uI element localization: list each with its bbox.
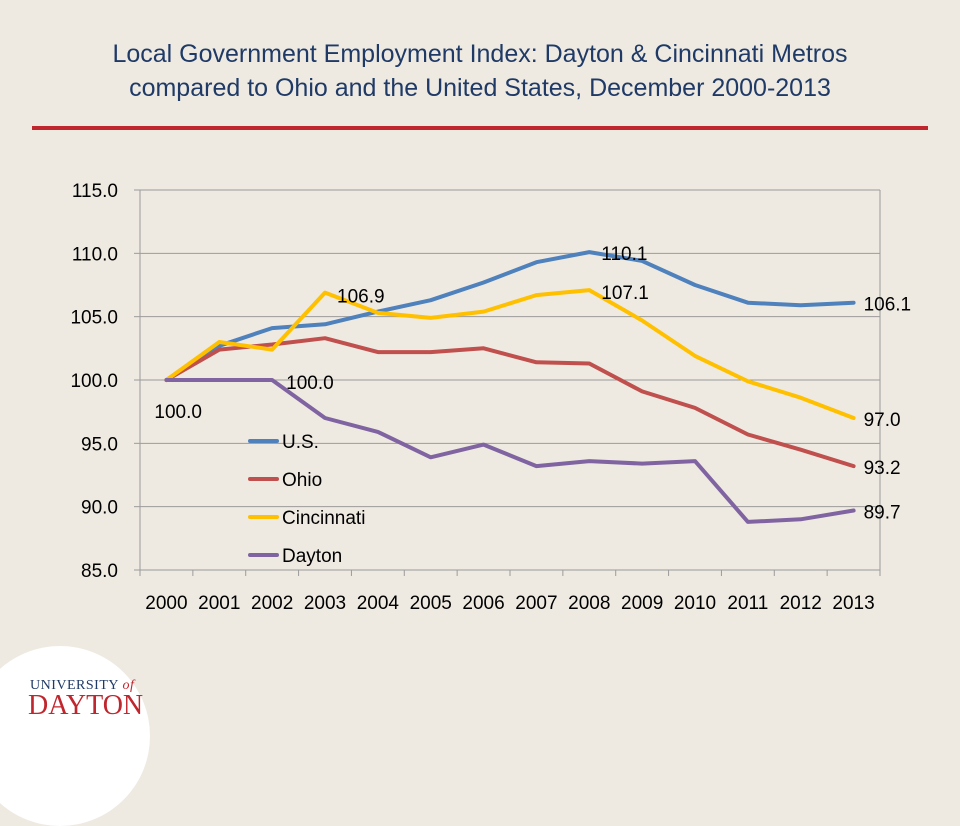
x-tick-label: 2000 [145,593,187,614]
x-tick-label: 2012 [780,593,822,614]
x-tick-label: 2005 [410,593,452,614]
x-tick-label: 2001 [198,593,240,614]
title-line-2: compared to Ohio and the United States, … [129,73,831,102]
y-tick-label: 100.0 [70,371,118,392]
data-labels: 100.0 100.0 106.9 110.1 107.1 106.1 97.0 93.2 89… [154,244,911,523]
data-label: 106.1 [864,295,912,316]
logo-of: of [122,678,135,693]
legend-label: Dayton [282,546,342,567]
series-line-cincinnati [164,288,856,420]
series-line-dayton [164,378,856,524]
x-tick-label: 2003 [304,593,346,614]
logo-university: UNIVERSITY [30,678,119,693]
x-tick-label: 2002 [251,593,293,614]
x-tick-label: 2006 [462,593,504,614]
x-tick-label: 2008 [568,593,610,614]
legend-label: Ohio [282,470,322,491]
y-tick-label: 105.0 [70,308,118,329]
title-divider [32,126,928,130]
series-line-u-s [164,250,856,382]
data-label: 100.0 [154,402,202,423]
axes: 85.0 90.0 95.0 100.0 105.0 110.0 115.0 2000 2001… [70,181,881,614]
x-tick-label: 2013 [832,593,874,614]
data-label: 110.1 [601,244,647,265]
y-tick-label: 90.0 [81,498,118,519]
data-label: 89.7 [864,502,901,523]
legend-label: U.S. [282,432,319,453]
x-tick-label: 2009 [621,593,663,614]
series-line-ohio [164,336,856,469]
logo-dayton: DAYTON [28,690,144,721]
x-tick-label: 2011 [727,593,768,614]
data-label: 100.0 [286,373,334,394]
legend-label: Cincinnati [282,508,365,529]
data-label: 93.2 [864,458,901,479]
data-label: 97.0 [864,410,901,431]
logo-university-text: UNIVERSITY of [30,678,134,694]
chart-title: Local Government Employment Index: Dayto… [20,38,940,106]
y-tick-label: 95.0 [81,434,118,455]
data-label: 106.9 [337,287,385,308]
legend: U.S. Ohio Cincinnati Dayton [248,432,365,567]
line-chart: 85.0 90.0 95.0 100.0 105.0 110.0 115.0 2000 2001… [70,181,911,614]
x-tick-label: 2004 [357,593,400,614]
series-lines [164,250,856,524]
y-tick-label: 85.0 [81,561,118,582]
x-tick-label: 2010 [674,593,716,614]
y-tick-label: 110.0 [72,244,118,265]
y-tick-label: 115.0 [72,181,118,202]
grid-lines [140,189,880,571]
data-label: 107.1 [601,283,649,304]
x-tick-label: 2007 [515,593,557,614]
title-line-1: Local Government Employment Index: Dayto… [112,40,848,68]
